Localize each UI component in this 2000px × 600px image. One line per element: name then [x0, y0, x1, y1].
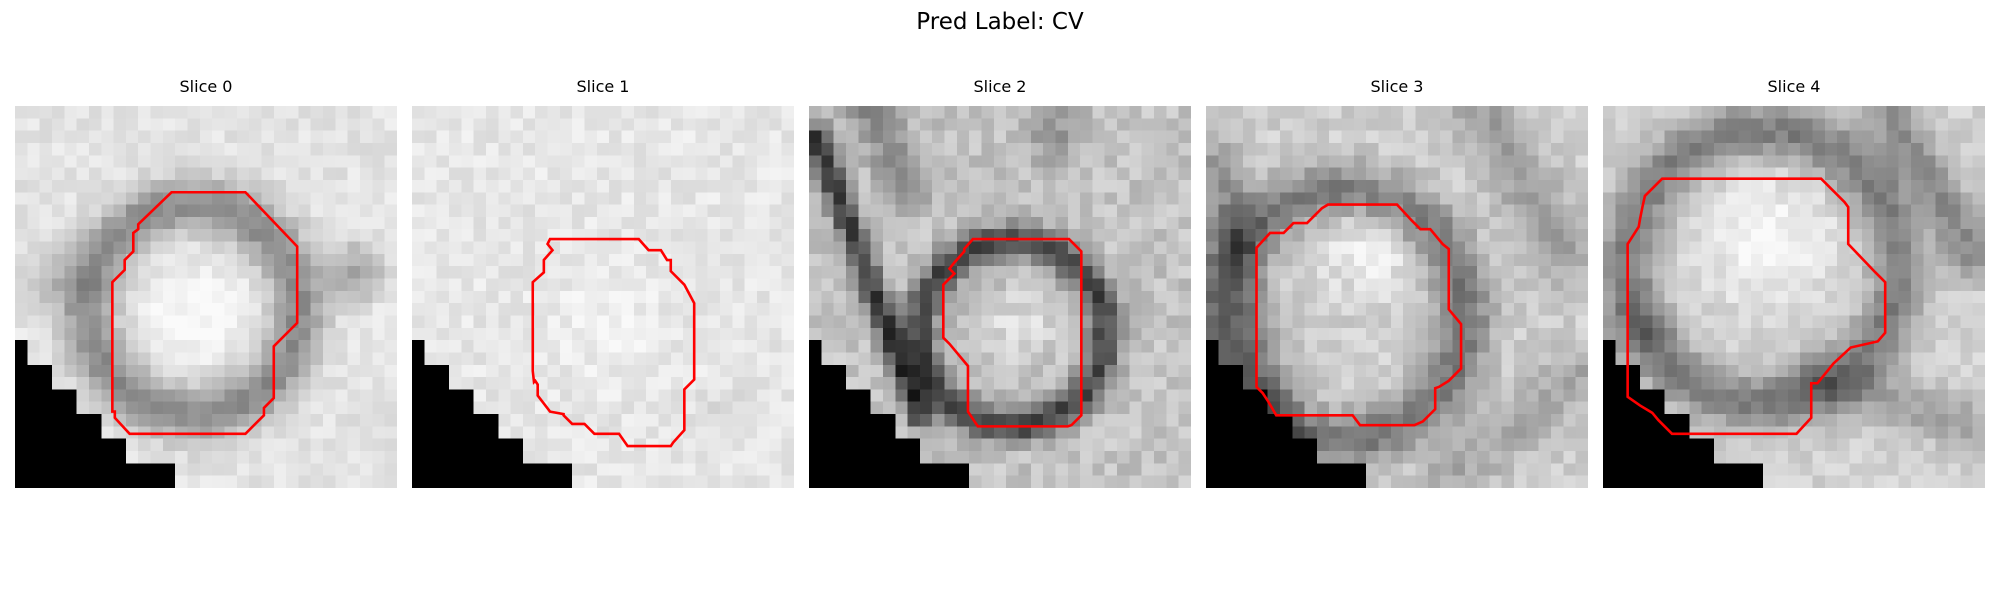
slice-panel-0: Slice 0 [15, 77, 397, 488]
slice-panel-3: Slice 3 [1206, 77, 1588, 488]
slice-image-2 [809, 106, 1191, 488]
predicted-contour-0 [112, 192, 297, 434]
slice-pixels-2 [809, 106, 1191, 488]
predicted-contour-3 [1257, 205, 1462, 426]
slice-image-3 [1206, 106, 1588, 488]
slice-title-1: Slice 1 [576, 77, 630, 96]
slice-title-2: Slice 2 [973, 77, 1027, 96]
slice-image-4 [1603, 106, 1985, 488]
slice-panel-2: Slice 2 [809, 77, 1191, 488]
slice-title-4: Slice 4 [1767, 77, 1821, 96]
slice-pixels-4 [1603, 106, 1985, 488]
slice-pixels-3 [1206, 106, 1588, 488]
slice-title-0: Slice 0 [179, 77, 233, 96]
slice-panel-1: Slice 1 [412, 77, 794, 488]
slice-panel-4: Slice 4 [1603, 77, 1985, 488]
slice-pixels-0 [15, 106, 397, 488]
slice-title-3: Slice 3 [1370, 77, 1424, 96]
predicted-contour-1 [533, 239, 694, 446]
slice-image-1 [412, 106, 794, 488]
predicted-contour-2 [943, 239, 1081, 426]
slice-image-0 [15, 106, 397, 488]
figure-title: Pred Label: CV [916, 9, 1084, 35]
predicted-contour-4 [1628, 179, 1886, 434]
slice-pixels-1 [412, 106, 794, 488]
